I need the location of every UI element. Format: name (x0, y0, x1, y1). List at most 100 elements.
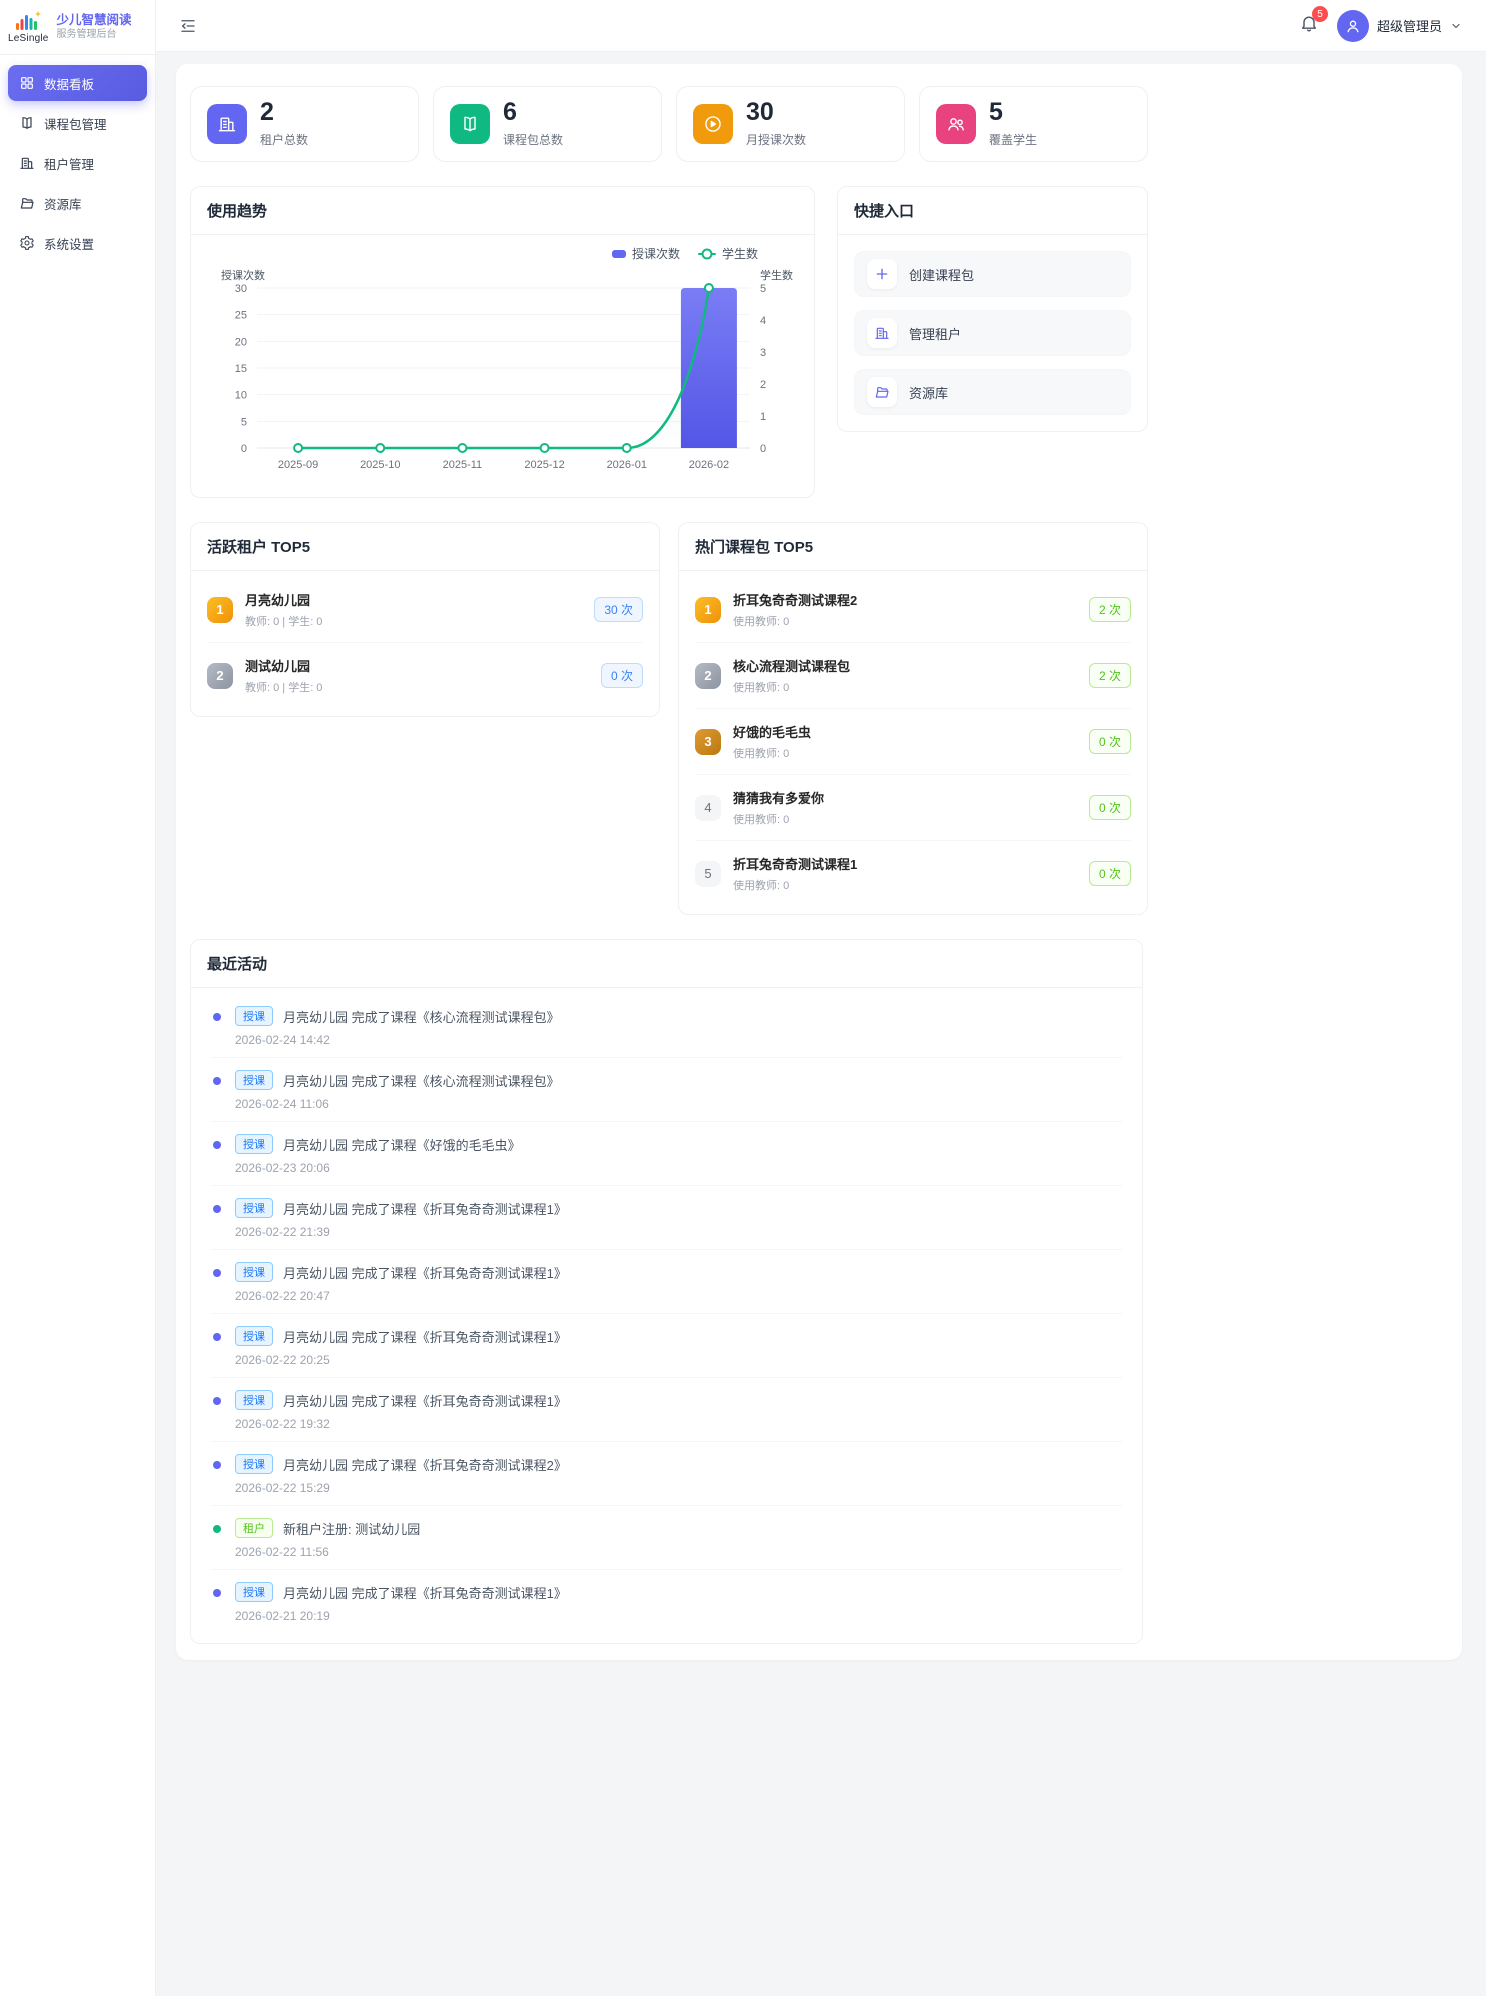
activity-text: 月亮幼儿园 完成了课程《核心流程测试课程包》 (283, 1073, 560, 1089)
activity-main: 授课 月亮幼儿园 完成了课程《折耳兔奇奇测试课程1》 2026-02-22 19… (235, 1390, 567, 1431)
app-names: 少儿智慧阅读 服务管理后台 (57, 13, 132, 41)
folder-icon (867, 377, 897, 407)
activity-dot (213, 1077, 221, 1085)
activity-text: 新租户注册: 测试幼儿园 (283, 1521, 421, 1537)
activity-item: 授课 月亮幼儿园 完成了课程《折耳兔奇奇测试课程1》 2026-02-22 19… (211, 1378, 1122, 1442)
svg-text:4: 4 (760, 315, 766, 327)
chart-legend: 授课次数 学生数 (207, 243, 798, 266)
tenant-row: 2 测试幼儿园 教师: 0 | 学生: 0 0 次 (207, 643, 643, 708)
package-row: 3 好饿的毛毛虫 使用教师: 0 0 次 (695, 709, 1131, 775)
svg-text:3: 3 (760, 347, 766, 359)
sidebar-item-resources[interactable]: 资源库 (8, 185, 147, 221)
stat-card-tenants: 2 租户总数 (190, 86, 419, 162)
package-name: 折耳兔奇奇测试课程1 (733, 857, 858, 872)
sidebar-item-dashboard[interactable]: 数据看板 (8, 65, 147, 101)
sidebar-item-tenants[interactable]: 租户管理 (8, 145, 147, 181)
create-package-button[interactable]: 创建课程包 (854, 251, 1131, 297)
activity-time: 2026-02-22 19:32 (235, 1417, 330, 1431)
svg-text:5: 5 (760, 283, 766, 295)
tenant-info: 测试幼儿园 教师: 0 | 学生: 0 (245, 656, 589, 695)
package-meta: 使用教师: 0 (733, 682, 790, 694)
topbar-right: 5 超级管理员 (1299, 6, 1462, 42)
book-icon (450, 104, 490, 144)
tenant-info: 月亮幼儿园 教师: 0 | 学生: 0 (245, 590, 582, 629)
building-icon (207, 104, 247, 144)
chevron-down-icon (1452, 23, 1460, 28)
stat-card-students: 5 覆盖学生 (919, 86, 1148, 162)
app-subtitle: 服务管理后台 (56, 28, 117, 40)
sparkle-icon (35, 11, 42, 17)
quick-entry-label: 管理租户 (909, 326, 962, 342)
legend-item-bar[interactable]: 授课次数 (611, 245, 680, 262)
play-icon (693, 104, 733, 144)
hot-packages-list: 1 折耳兔奇奇测试课程2 使用教师: 0 2 次 (679, 571, 1147, 914)
building-icon (867, 318, 897, 348)
sidebar-item-course-packages[interactable]: 课程包管理 (8, 105, 147, 141)
recent-activity-card: 最近活动 授课 月亮幼儿园 完成了课程《核心流程测试课程包》 (190, 939, 1143, 1644)
package-name: 核心流程测试课程包 (733, 659, 851, 674)
package-info: 好饿的毛毛虫 使用教师: 0 (733, 722, 1077, 761)
lesson-count-badge: 0 次 (600, 663, 643, 688)
svg-text:15: 15 (235, 363, 247, 375)
sidebar-item-label: 租户管理 (44, 157, 95, 172)
user-menu[interactable]: 超级管理员 (1336, 9, 1462, 42)
svg-text:2025-10: 2025-10 (360, 459, 400, 471)
package-row: 2 核心流程测试课程包 使用教师: 0 2 次 (695, 643, 1131, 709)
svg-text:2: 2 (760, 379, 766, 391)
activity-time: 2026-02-24 14:42 (235, 1033, 330, 1047)
svg-text:2026-01: 2026-01 (607, 459, 647, 471)
activity-tag: 授课 (235, 1390, 273, 1410)
tenant-name: 测试幼儿园 (245, 659, 311, 674)
recent-activity-title: 最近活动 (191, 940, 1142, 988)
logo: LeSingle 少儿智慧阅读 服务管理后台 (0, 0, 155, 55)
manage-tenants-button[interactable]: 管理租户 (854, 310, 1131, 356)
usage-count-badge: 0 次 (1088, 795, 1131, 820)
stat-card-monthly-lessons: 30 月授课次数 (676, 86, 905, 162)
building-icon (20, 157, 34, 169)
stat-value: 2 (260, 98, 274, 126)
logo-mark-icon: LeSingle (8, 10, 49, 44)
top5-row: 活跃租户 TOP5 1 月亮幼儿园 教师: 0 | 学生: 0 (190, 522, 1148, 915)
rank-badge: 1 (207, 596, 233, 623)
app-name: 少儿智慧阅读 (56, 12, 132, 27)
activity-main: 授课 月亮幼儿园 完成了课程《折耳兔奇奇测试课程1》 2026-02-21 20… (235, 1582, 567, 1623)
tenant-meta: 教师: 0 | 学生: 0 (245, 682, 323, 694)
activity-item: 授课 月亮幼儿园 完成了课程《折耳兔奇奇测试课程1》 2026-02-22 20… (211, 1314, 1122, 1378)
activity-tag: 授课 (235, 1198, 273, 1218)
line-marker-icon (697, 252, 716, 255)
package-meta: 使用教师: 0 (733, 748, 790, 760)
svg-text:20: 20 (235, 336, 247, 348)
activity-time: 2026-02-22 21:39 (235, 1225, 330, 1239)
activity-time: 2026-02-22 11:56 (235, 1545, 329, 1559)
legend-item-line[interactable]: 学生数 (697, 245, 758, 262)
user-icon (1347, 20, 1359, 32)
package-meta: 使用教师: 0 (733, 814, 790, 826)
svg-text:学生数: 学生数 (760, 268, 793, 282)
logo-text: LeSingle (8, 33, 49, 44)
activity-item: 授课 月亮幼儿园 完成了课程《折耳兔奇奇测试课程2》 2026-02-22 15… (211, 1442, 1122, 1506)
resources-button[interactable]: 资源库 (854, 369, 1131, 415)
activity-item: 授课 月亮幼儿园 完成了课程《核心流程测试课程包》 2026-02-24 11:… (211, 1058, 1122, 1122)
package-info: 猜猜我有多爱你 使用教师: 0 (733, 788, 1077, 827)
collapse-sidebar-button[interactable] (176, 14, 200, 38)
svg-text:0: 0 (241, 443, 247, 455)
hot-packages-title: 热门课程包 TOP5 (679, 523, 1147, 571)
stat-label: 覆盖学生 (989, 133, 1038, 147)
activity-main: 授课 月亮幼儿园 完成了课程《折耳兔奇奇测试课程1》 2026-02-22 20… (235, 1326, 567, 1367)
activity-text: 月亮幼儿园 完成了课程《折耳兔奇奇测试课程1》 (283, 1201, 567, 1217)
notifications-button[interactable]: 5 (1299, 6, 1328, 38)
bell-icon (1301, 16, 1317, 32)
activity-text: 月亮幼儿园 完成了课程《好饿的毛毛虫》 (283, 1137, 521, 1153)
activity-main: 授课 月亮幼儿园 完成了课程《核心流程测试课程包》 2026-02-24 14:… (235, 1006, 560, 1047)
package-info: 折耳兔奇奇测试课程2 使用教师: 0 (733, 590, 1077, 629)
lesson-count-badge: 30 次 (594, 597, 643, 622)
svg-text:2025-09: 2025-09 (278, 459, 318, 471)
sidebar-item-settings[interactable]: 系统设置 (8, 225, 147, 261)
usage-count-badge: 2 次 (1088, 663, 1131, 688)
activity-dot (213, 1461, 221, 1469)
sidebar-item-label: 系统设置 (44, 237, 95, 252)
activity-time: 2026-02-22 20:47 (235, 1289, 330, 1303)
activity-main: 授课 月亮幼儿园 完成了课程《折耳兔奇奇测试课程2》 2026-02-22 15… (235, 1454, 567, 1495)
usage-count-badge: 0 次 (1088, 729, 1131, 754)
